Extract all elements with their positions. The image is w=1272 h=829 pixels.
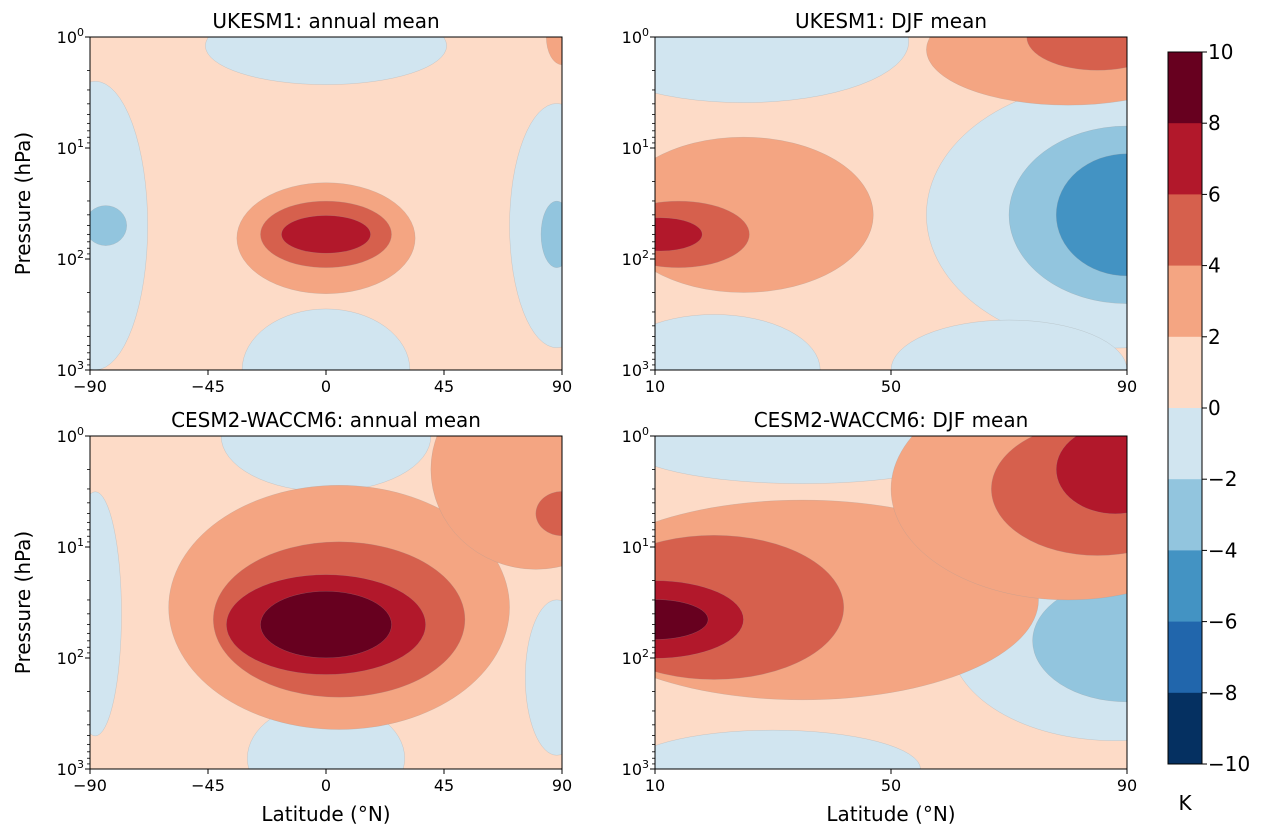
y-tick-label: 101 <box>622 137 649 158</box>
x-axis-label: Latitude (°N) <box>261 802 390 826</box>
contour-region <box>1026 37 1127 71</box>
contour-region <box>509 103 562 348</box>
colorbar-tick-label: 8 <box>1208 111 1221 135</box>
panel-title: CESM2-WACCM6: DJF mean <box>754 408 1029 432</box>
contour-region <box>655 217 703 252</box>
panel-1: UKESM1: annual mean−90 −45 0 45 901001011021… <box>11 9 572 396</box>
colorbar-tick-label: 6 <box>1208 182 1221 206</box>
contour-region <box>90 491 122 737</box>
colorbar-tick-label: 2 <box>1208 325 1221 349</box>
x-axis-label: Latitude (°N) <box>826 802 955 826</box>
x-tick-label: −45 <box>191 776 225 795</box>
y-tick-label: 102 <box>622 248 649 269</box>
x-tick-label: 90 <box>552 377 572 396</box>
colorbar-tick-label: −4 <box>1208 538 1237 562</box>
y-axis-label: Pressure (hPa) <box>11 132 35 275</box>
y-tick-label: 102 <box>57 647 84 668</box>
y-axis-label: Pressure (hPa) <box>11 531 35 674</box>
contour-region <box>430 436 562 570</box>
colorbar-swatch <box>1168 265 1202 338</box>
colorbar-tick-label: 10 <box>1208 40 1233 64</box>
x-tick-label: 45 <box>434 377 454 396</box>
contour-region <box>655 729 921 769</box>
x-tick-label: 10 <box>645 776 665 795</box>
colorbar-tick-label: 0 <box>1208 396 1221 420</box>
x-tick-label: 50 <box>881 377 901 396</box>
y-tick-label: 100 <box>622 26 649 47</box>
panel-title: UKESM1: annual mean <box>212 9 439 33</box>
colorbar-swatch <box>1168 194 1202 267</box>
x-tick-label: 45 <box>434 776 454 795</box>
y-tick-label: 100 <box>57 26 84 47</box>
colorbar-tick-label: −10 <box>1208 752 1250 776</box>
colorbar-swatch <box>1168 621 1202 694</box>
colorbar-swatch <box>1168 52 1202 124</box>
x-tick-label: 10 <box>645 377 665 396</box>
colorbar-tick-label: −6 <box>1208 610 1237 634</box>
colorbar-swatch <box>1168 408 1202 480</box>
x-tick-label: 90 <box>1117 377 1137 396</box>
x-tick-label: 0 <box>321 377 331 396</box>
x-tick-label: −90 <box>73 776 107 795</box>
colorbar-unit-label: K <box>1178 791 1192 815</box>
colorbar-swatch <box>1168 336 1202 409</box>
panel-3: CESM2-WACCM6: annual mean −90 −45 0 45 90 100 1… <box>11 408 572 826</box>
y-tick-label: 101 <box>57 536 84 557</box>
y-tick-label: 101 <box>622 536 649 557</box>
panel-title: CESM2-WACCM6: annual mean <box>171 408 481 432</box>
colorbar: 10 8 6 4 2 0 −2 −4 −6 −8 −10 K <box>1167 40 1250 815</box>
panel-title: UKESM1: DJF mean <box>795 9 987 33</box>
y-tick-label: 102 <box>622 647 649 668</box>
contour-region <box>281 215 371 254</box>
x-tick-label: −45 <box>191 377 225 396</box>
contour-region <box>205 37 447 85</box>
x-tick-label: 90 <box>1117 776 1137 795</box>
x-tick-label: −90 <box>73 377 107 396</box>
y-tick-label: 102 <box>57 248 84 269</box>
colorbar-tick-label: −8 <box>1208 681 1237 705</box>
contour-region <box>90 205 127 246</box>
y-tick-label: 101 <box>57 137 84 158</box>
contour-region <box>1056 436 1127 515</box>
y-tick-label: 100 <box>57 425 84 446</box>
colorbar-tick-label: 4 <box>1208 254 1221 278</box>
contour-region <box>655 37 909 103</box>
contour-region <box>241 308 411 370</box>
contour-region <box>540 200 562 268</box>
contour-region <box>525 599 562 756</box>
colorbar-tick-label: −2 <box>1208 467 1237 491</box>
colorbar-swatch <box>1168 479 1202 551</box>
contour-region <box>260 591 392 659</box>
colorbar-swatch <box>1168 123 1202 195</box>
x-tick-label: 50 <box>881 776 901 795</box>
y-tick-label: 100 <box>622 425 649 446</box>
colorbar-swatch <box>1168 550 1202 623</box>
x-tick-label: 90 <box>552 776 572 795</box>
colorbar-swatch <box>1168 692 1202 765</box>
x-tick-label: 0 <box>321 776 331 795</box>
contour-region <box>655 314 821 370</box>
